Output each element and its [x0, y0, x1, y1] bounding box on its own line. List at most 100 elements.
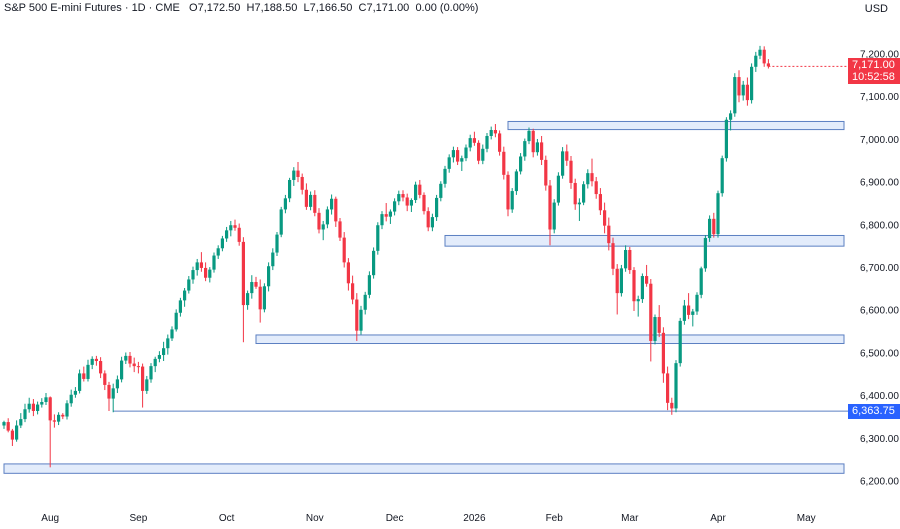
symbol-name[interactable]: S&P 500 E-mini Futures · 1D · CME: [4, 2, 180, 14]
candle-body: [598, 194, 602, 211]
candle: [607, 217, 611, 251]
candle-body: [52, 420, 56, 422]
candle-body: [745, 84, 749, 101]
currency-selector[interactable]: USD: [864, 3, 888, 15]
low-value: 7,166.50: [309, 2, 353, 14]
candle: [666, 366, 670, 411]
candle-body: [502, 151, 506, 175]
candle-body: [384, 214, 388, 217]
candle: [661, 327, 665, 383]
candle: [61, 413, 65, 420]
candle: [418, 179, 422, 199]
candle: [73, 387, 77, 398]
candle: [670, 397, 674, 415]
candle-body: [82, 373, 86, 379]
candle: [523, 138, 527, 161]
candle-body: [674, 363, 678, 409]
zone-rect: [507, 120, 845, 131]
candle-body: [145, 379, 149, 391]
candle-body: [220, 238, 224, 249]
candle-body: [540, 142, 544, 160]
candle-body: [758, 49, 762, 56]
candle: [220, 235, 224, 252]
candle-body: [443, 168, 447, 184]
candle: [288, 177, 292, 203]
candle: [115, 375, 119, 394]
candle-body: [666, 373, 670, 403]
candle: [565, 144, 569, 166]
candle-body: [628, 249, 632, 271]
candle: [334, 196, 338, 227]
price-tick-label: 6,400.00: [860, 391, 899, 402]
time-tick-label: Sep: [130, 513, 148, 524]
candle: [237, 223, 241, 246]
price-tick-label: 6,200.00: [860, 477, 899, 488]
candle-body: [279, 209, 283, 235]
candle-body: [435, 197, 439, 218]
candle: [275, 232, 279, 256]
candle: [338, 217, 342, 242]
candle-body: [296, 170, 300, 177]
candle-body: [561, 151, 565, 176]
candle-body: [754, 55, 758, 67]
candle: [766, 59, 770, 69]
candle: [729, 110, 733, 131]
candle-body: [645, 276, 649, 284]
candle-body: [397, 194, 401, 202]
candle-body: [94, 358, 98, 362]
candle: [292, 167, 296, 186]
candle-body: [682, 305, 686, 321]
candle: [31, 399, 35, 417]
candle: [691, 308, 695, 327]
candle-body: [107, 384, 111, 399]
candle: [489, 126, 493, 140]
candle-body: [376, 225, 380, 251]
candle: [703, 235, 707, 272]
candle: [603, 202, 607, 234]
candle-body: [132, 363, 136, 367]
symbol-legend[interactable]: S&P 500 E-mini Futures · 1D · CME O7,172…: [4, 2, 478, 14]
candle-body: [611, 243, 615, 269]
candle: [388, 209, 392, 224]
candle: [258, 279, 262, 323]
candle-body: [498, 133, 502, 152]
candle: [649, 279, 653, 362]
last-price-value: 7,171.00: [852, 59, 895, 72]
candle: [712, 212, 716, 238]
candle: [145, 375, 149, 394]
candle-body: [477, 142, 481, 161]
candle: [544, 155, 548, 191]
zone-rect: [444, 234, 845, 247]
candle-body: [246, 293, 250, 306]
candle-body: [653, 317, 657, 341]
candle-body: [577, 202, 581, 205]
candle: [27, 397, 31, 413]
candle: [573, 178, 577, 210]
candle-body: [136, 366, 140, 368]
candle-body: [346, 262, 350, 284]
candle-body: [393, 201, 397, 212]
candle-body: [237, 227, 241, 242]
candle: [481, 144, 485, 165]
candle-body: [334, 198, 338, 222]
candle: [271, 248, 275, 271]
candle: [535, 138, 539, 156]
candle-body: [733, 77, 737, 114]
candle: [640, 273, 644, 303]
candle: [586, 169, 590, 189]
candle: [439, 181, 443, 202]
candle: [687, 293, 691, 320]
candle-body: [338, 221, 342, 238]
candle: [23, 403, 27, 423]
candle: [149, 363, 153, 383]
time-tick-label: Aug: [41, 513, 59, 524]
time-tick-label: Dec: [386, 513, 404, 524]
time-tick-label: Apr: [710, 513, 726, 524]
candle-body: [166, 338, 170, 349]
candle-body: [6, 422, 10, 431]
candle-body: [485, 135, 489, 149]
candle: [216, 245, 220, 259]
time-tick-label: May: [797, 513, 816, 524]
